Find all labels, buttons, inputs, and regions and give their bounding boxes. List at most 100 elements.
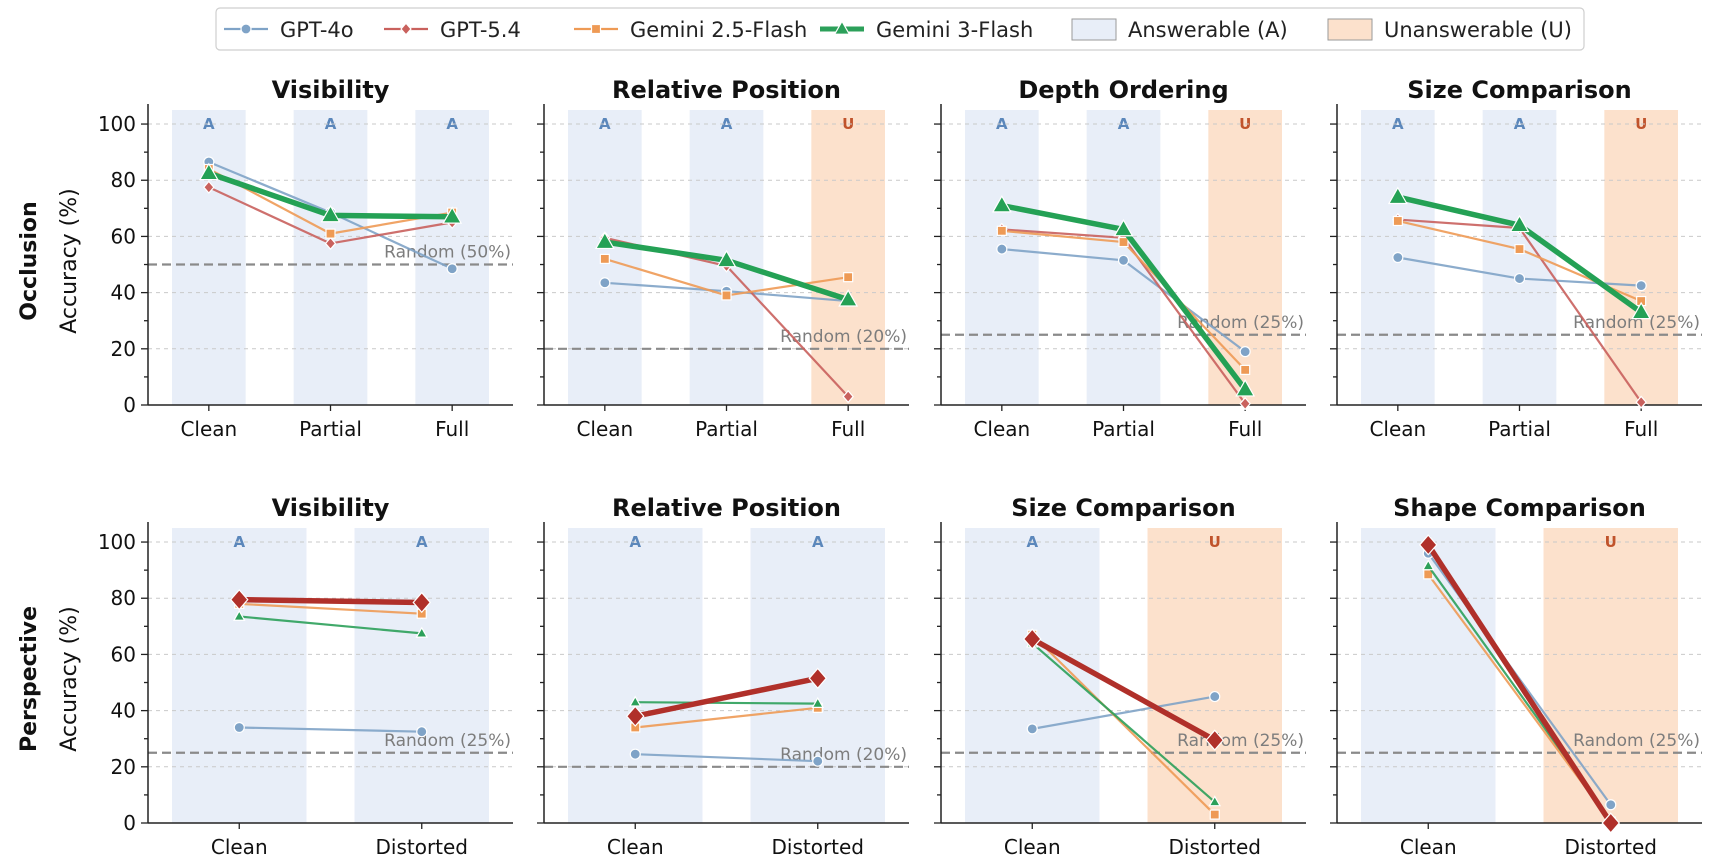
y-tick-label: 20 [111,755,136,779]
data-point [594,231,615,250]
legend: GPT-4o GPT-5.4 Gemini 2.5-Flash Gemini 3-Fl… [215,7,1585,51]
random-baseline-label: Random (50%) [384,243,511,263]
x-tick-label: Clean [607,835,664,859]
legend-patch [1071,18,1117,41]
data-point [1635,395,1647,409]
legend-item-unanswerable-u: Unanswerable (U) [1327,18,1572,42]
panel-title: Size Comparison [1011,494,1236,522]
series-line [634,675,819,719]
legend-marker [400,22,412,36]
series-line [239,726,422,733]
condition-band-a [172,528,307,823]
data-point [416,726,428,738]
y-tick-label: 20 [111,337,136,361]
x-tick-label: Distorted [1564,835,1657,859]
legend-label: GPT-4o [280,18,354,42]
condition-band-u [1604,110,1678,405]
data-point [996,243,1008,255]
random-baseline-label: Random (25%) [1177,731,1304,751]
data-point [446,263,458,275]
condition-label: A [325,115,337,133]
data-point [320,204,341,223]
data-point [1418,534,1438,556]
condition-label: A [203,115,215,133]
panel-title: Shape Comparison [1393,494,1646,522]
row-labels: Occlusion Accuracy (%) Perspective Accuracy… [17,188,82,752]
series-line [1425,543,1614,825]
series-gemini-3-flash [232,609,429,638]
x-tick-label: Clean [1400,835,1457,859]
panel-title: Visibility [272,494,390,522]
data-point [1392,215,1403,227]
series-line [635,753,818,763]
y-tick-label: 100 [98,530,136,554]
random-baseline-label: Random (20%) [780,327,907,347]
data-point [716,249,737,268]
series-gemini-2-5-flash [599,253,854,301]
data-point [838,289,859,307]
y-tick-label: 0 [123,811,136,835]
data-point [996,225,1007,236]
series-line [1031,642,1216,803]
condition-band-a [293,110,368,405]
condition-band-u [1543,528,1678,823]
x-tick-label: Clean [211,835,268,859]
data-point [1209,809,1220,820]
legend-item-gemini-3-flash: Gemini 3-Flash [820,18,1033,42]
x-tick-label: Partial [299,417,362,441]
series-gpt-5-4 [229,588,432,614]
x-tick-label: Clean [1369,417,1426,441]
y-tick-label: 60 [111,642,136,666]
data-point [842,389,854,404]
series-gpt-4o [629,748,824,767]
data-point [1240,364,1251,375]
y-tick-label: 80 [111,586,136,610]
legend-marker [590,23,602,35]
data-point [1631,301,1652,320]
data-point [1117,254,1130,266]
series-gpt-5-4 [625,667,828,727]
data-point [629,748,641,760]
data-point [1113,218,1134,237]
data-point [1514,243,1525,255]
series-gpt-4o [996,243,1251,358]
y-tick-label: 100 [98,112,136,136]
legend-item-gemini-2-5-flash: Gemini 2.5-Flash [574,18,807,42]
data-point [1421,559,1435,571]
x-tick-label: Full [1228,417,1262,441]
y-tick-label: 40 [111,281,136,305]
series-gemini-3-flash [1387,186,1652,320]
panel-title: Visibility [272,76,390,104]
series-gemini-3-flash [628,695,825,708]
series-line [635,701,818,705]
series-line [239,596,422,606]
random-baseline-label: Random (20%) [780,745,907,765]
series-line [1031,633,1216,816]
data-point [625,705,645,727]
condition-label: A [1514,115,1526,133]
legend-item-answerable-a: Answerable (A) [1071,18,1288,42]
condition-label: A [996,115,1008,133]
data-point [1026,723,1038,735]
condition-band-a [568,528,703,823]
condition-band-a [965,528,1100,823]
random-baseline-label: Random (25%) [1573,313,1700,333]
legend-marker [240,23,252,35]
series-line [1032,695,1215,730]
x-tick-label: Full [831,417,865,441]
series-gpt-5-4 [1022,628,1225,751]
data-point [991,194,1012,213]
legend-patch [1327,18,1373,41]
data-point [324,236,337,251]
series-gpt-4o [233,721,428,738]
x-tick-label: Partial [695,417,758,441]
condition-band-a [172,110,246,405]
data-point [1601,812,1621,834]
x-tick-label: Clean [973,417,1030,441]
series-line [635,706,818,729]
data-point [843,272,854,283]
legend-marker [833,20,851,35]
data-point [198,162,219,181]
legend-label: Gemini 3-Flash [876,18,1033,42]
